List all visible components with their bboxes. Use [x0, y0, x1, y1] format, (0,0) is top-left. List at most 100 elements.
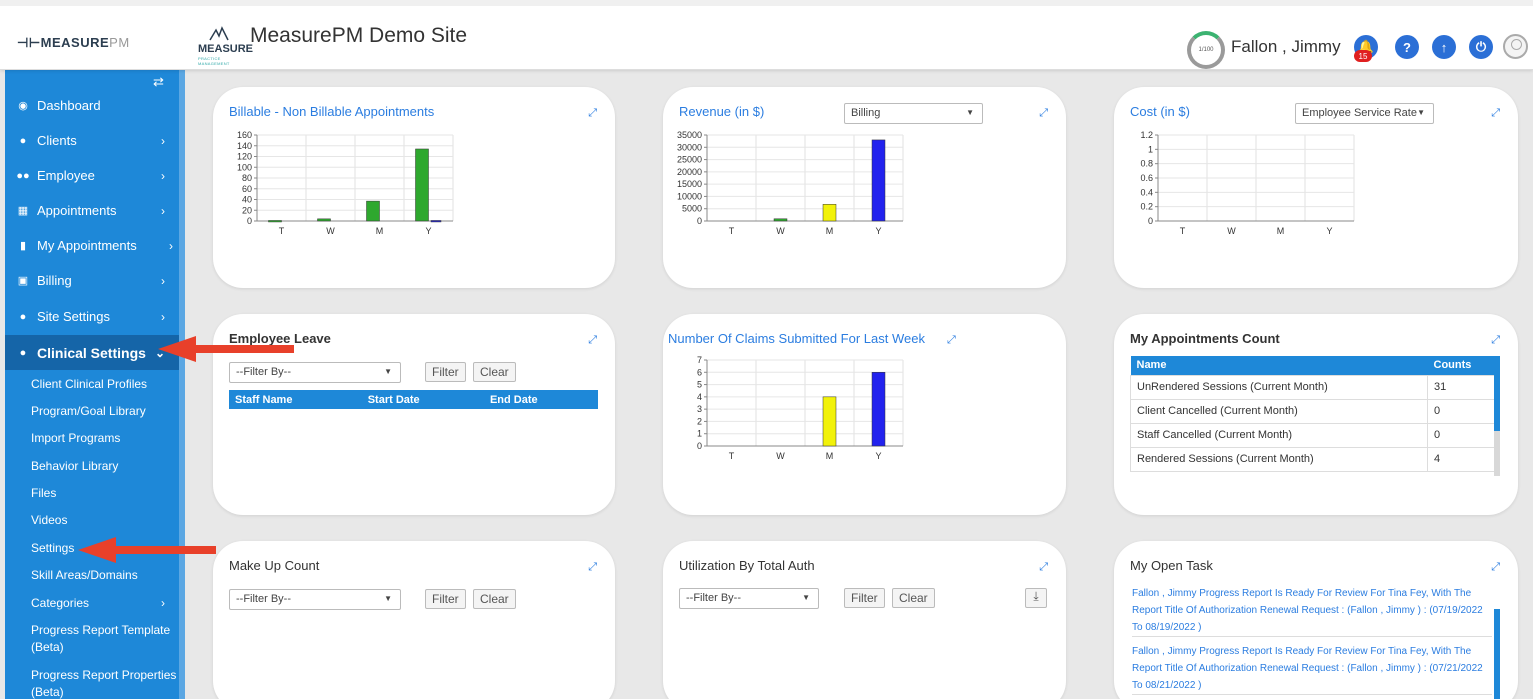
- expand-icon[interactable]: ⤢: [588, 334, 597, 346]
- expand-icon[interactable]: ⤢: [1491, 561, 1500, 573]
- user-name[interactable]: Fallon , Jimmy: [1231, 37, 1341, 56]
- bar[interactable]: [415, 148, 429, 222]
- bar[interactable]: [430, 220, 442, 223]
- sidebar-subitem-files[interactable]: Files: [31, 486, 57, 500]
- sidebar-subitem-progress-report-template[interactable]: Progress Report Template (Beta): [31, 623, 171, 654]
- select-value: --Filter By--: [686, 592, 741, 604]
- bar[interactable]: [822, 396, 837, 447]
- expand-icon[interactable]: ⤢: [1491, 334, 1500, 346]
- y-tick-label: 80: [242, 173, 252, 183]
- filter-select[interactable]: --Filter By-- ▼: [229, 589, 401, 610]
- sidebar-item-billing[interactable]: ▣ Billing ›: [5, 263, 179, 298]
- y-tick-label: 5000: [682, 204, 702, 214]
- brand-logo[interactable]: ⊣⊢MEASUREPM: [17, 35, 130, 51]
- sidebar-item-site-settings[interactable]: ● Site Settings ›: [5, 299, 179, 334]
- filter-button[interactable]: Filter: [425, 589, 466, 609]
- annotation-arrow-settings: [78, 537, 216, 563]
- sidebar-scrollbar[interactable]: [179, 70, 185, 699]
- row-name: Rendered Sessions (Current Month): [1130, 446, 1428, 472]
- x-tick-label: M: [376, 226, 384, 236]
- column-header[interactable]: Staff Name: [229, 390, 362, 409]
- x-tick-label: W: [776, 451, 785, 461]
- sidebar-subitem-client-clinical-profiles[interactable]: Client Clinical Profiles: [31, 377, 148, 391]
- help-icon[interactable]: ?: [1395, 35, 1419, 59]
- row-count: 0: [1427, 422, 1500, 448]
- notification-badge: 15: [1354, 50, 1372, 62]
- progress-label: 1/100: [1198, 47, 1214, 53]
- bar[interactable]: [871, 372, 886, 447]
- bar[interactable]: [268, 220, 282, 223]
- expand-icon[interactable]: ⤢: [1491, 107, 1500, 119]
- book-icon: ▮: [19, 240, 27, 252]
- y-tick-label: 1: [1148, 144, 1153, 154]
- sidebar-subitem-skill-areas[interactable]: Skill Areas/Domains: [31, 568, 138, 582]
- sidebar-item-label: Employee: [37, 168, 95, 183]
- expand-icon[interactable]: ⤢: [588, 561, 597, 573]
- sidebar-item-label: Billing: [37, 273, 72, 288]
- clear-button[interactable]: Clear: [892, 588, 935, 608]
- card-title: My Appointments Count: [1130, 331, 1280, 346]
- user-icon: ●: [19, 346, 27, 359]
- expand-icon[interactable]: ⤢: [947, 334, 956, 346]
- sidebar-subitem-import-programs[interactable]: Import Programs: [31, 431, 121, 445]
- y-tick-label: 40: [242, 195, 252, 205]
- revenue-select[interactable]: Billing ▼: [844, 103, 983, 124]
- collapse-sidebar-icon[interactable]: ⇄: [153, 74, 164, 89]
- sidebar-subitem-program-goal-library[interactable]: Program/Goal Library: [31, 404, 146, 418]
- sidebar: ⇄ ◉ Dashboard ● Clients › ●● Employee › ▦ Appo…: [5, 70, 179, 699]
- clear-button[interactable]: Clear: [473, 362, 516, 382]
- bar[interactable]: [822, 204, 837, 222]
- column-header[interactable]: Counts: [1427, 356, 1500, 375]
- caret-down-icon: ▼: [384, 594, 392, 603]
- card-utilization: Utilization By Total Auth ⤢ --Filter By-…: [663, 541, 1066, 699]
- task-item[interactable]: Fallon , Jimmy Progress Report Is Ready …: [1132, 585, 1492, 637]
- bar[interactable]: [317, 218, 331, 222]
- sidebar-item-clients[interactable]: ● Clients ›: [5, 123, 179, 158]
- bar[interactable]: [366, 200, 380, 222]
- x-tick-label: Y: [425, 226, 431, 236]
- sidebar-subitem-settings[interactable]: Settings: [31, 541, 75, 555]
- expand-icon[interactable]: ⤢: [588, 107, 597, 119]
- sidebar-subitem-videos[interactable]: Videos: [31, 513, 68, 527]
- site-title: MeasurePM Demo Site: [250, 24, 468, 47]
- sidebar-item-appointments[interactable]: ▦ Appointments ›: [5, 193, 179, 228]
- x-tick-label: Y: [1326, 226, 1332, 236]
- filter-button[interactable]: Filter: [844, 588, 885, 608]
- filter-button[interactable]: Filter: [425, 362, 466, 382]
- sidebar-subitem-progress-report-properties[interactable]: Progress Report Properties (Beta): [31, 668, 177, 699]
- sidebar-item-dashboard[interactable]: ◉ Dashboard: [5, 88, 179, 123]
- task-scrollbar[interactable]: [1494, 609, 1500, 699]
- bar[interactable]: [773, 218, 788, 222]
- clear-button[interactable]: Clear: [473, 589, 516, 609]
- filter-select[interactable]: --Filter By-- ▼: [679, 588, 819, 609]
- column-header[interactable]: Start Date: [361, 390, 484, 409]
- column-header[interactable]: End Date: [483, 390, 598, 409]
- sidebar-item-label: Dashboard: [37, 98, 101, 113]
- download-icon[interactable]: ⤓: [1025, 588, 1047, 608]
- dashboard-icon: ◉: [18, 100, 28, 112]
- sidebar-item-clinical-settings[interactable]: ● Clinical Settings ⌄: [5, 335, 179, 370]
- scrollbar-thumb[interactable]: [1494, 356, 1500, 431]
- select-value: --Filter By--: [236, 593, 291, 605]
- y-tick-label: 160: [237, 130, 252, 140]
- sidebar-subitem-behavior-library[interactable]: Behavior Library: [31, 459, 119, 473]
- filter-select[interactable]: --Filter By-- ▼: [229, 362, 401, 383]
- column-header[interactable]: Name: [1130, 356, 1428, 375]
- table-scrollbar[interactable]: [1494, 356, 1500, 476]
- y-tick-label: 100: [237, 162, 252, 172]
- expand-icon[interactable]: ⤢: [1039, 107, 1048, 119]
- cost-select[interactable]: Employee Service Rate ▼: [1295, 103, 1434, 124]
- sidebar-subitem-categories[interactable]: Categories ›: [31, 595, 179, 612]
- progress-ring[interactable]: 1/100: [1187, 31, 1225, 69]
- task-item[interactable]: Fallon , Jimmy Progress Report Is Ready …: [1132, 643, 1492, 695]
- power-icon[interactable]: ⏻: [1469, 35, 1493, 59]
- upload-icon[interactable]: ↑: [1432, 35, 1456, 59]
- bar[interactable]: [871, 139, 886, 222]
- avatar[interactable]: [1503, 34, 1528, 59]
- sidebar-item-my-appointments[interactable]: ▮ My Appointments ›: [5, 228, 179, 263]
- sidebar-item-employee[interactable]: ●● Employee ›: [5, 158, 179, 193]
- expand-icon[interactable]: ⤢: [1039, 561, 1048, 573]
- x-tick-label: M: [1277, 226, 1285, 236]
- logo-icon: ⊣⊢: [17, 35, 41, 50]
- card-employee-leave: Employee Leave ⤢ --Filter By-- ▼ Filter C…: [213, 314, 615, 515]
